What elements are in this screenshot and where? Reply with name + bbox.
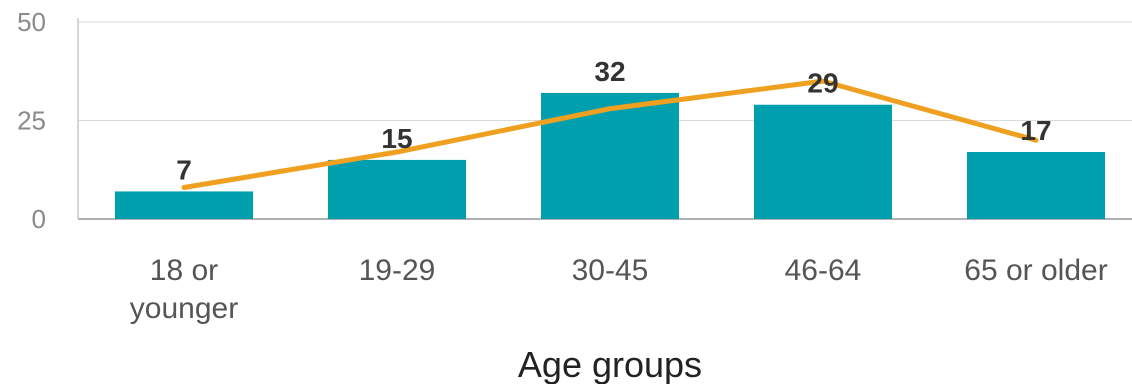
bar-3 (754, 104, 892, 219)
y-tick-25: 25 (17, 106, 46, 136)
category-label-0-line-1: younger (130, 292, 238, 325)
bar-series (115, 92, 1105, 219)
data-labels: 7 15 32 29 17 (176, 56, 1051, 186)
y-tick-50: 50 (17, 7, 46, 37)
data-label-4: 17 (1020, 115, 1051, 146)
bar-0 (115, 191, 253, 219)
y-axis-ticks: 0 25 50 (17, 7, 46, 234)
line-series (181, 78, 1039, 190)
category-label-3: 46-64 (785, 254, 862, 287)
data-label-2: 32 (594, 56, 625, 87)
data-label-0: 7 (176, 154, 192, 185)
x-axis-label: Age groups (518, 344, 702, 384)
bar-1 (328, 159, 466, 219)
data-label-3: 29 (807, 68, 838, 99)
category-label-0-line-0: 18 or (150, 254, 218, 287)
bar-4 (967, 152, 1105, 219)
bar-2 (541, 92, 679, 219)
category-label-1: 19-29 (359, 254, 436, 287)
category-label-2: 30-45 (572, 254, 649, 287)
data-label-1: 15 (381, 123, 412, 154)
x-axis-categories: 18 or younger 19-29 30-45 46-64 65 or older (130, 254, 1108, 325)
category-label-4: 65 or older (964, 254, 1107, 287)
y-tick-0: 0 (32, 204, 46, 234)
